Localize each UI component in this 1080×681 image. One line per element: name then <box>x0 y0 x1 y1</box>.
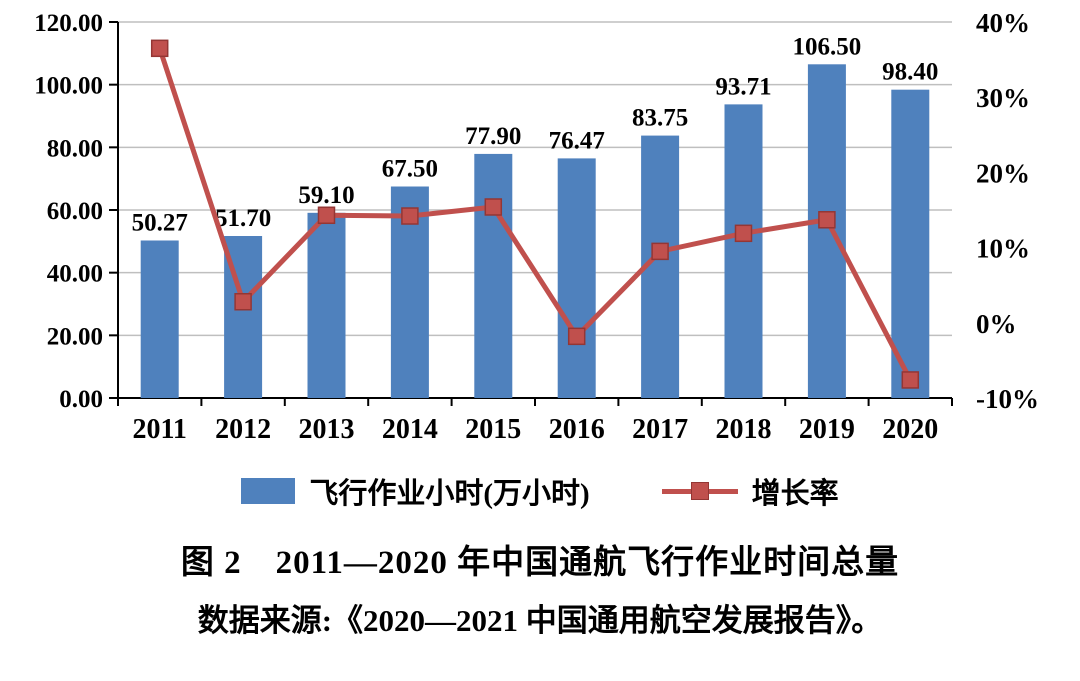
left-axis-tick-label: 40.00 <box>47 261 103 288</box>
line-marker <box>484 198 503 216</box>
x-axis-label: 2013 <box>299 414 355 445</box>
line-marker <box>901 371 920 389</box>
bar-value-label: 76.47 <box>549 127 605 154</box>
bar-value-label: 67.50 <box>382 156 438 183</box>
line-marker <box>234 292 252 311</box>
x-axis-label: 2015 <box>465 414 521 445</box>
left-axis-tick-label: 100.00 <box>34 73 103 100</box>
bar-value-label: 50.27 <box>132 209 188 236</box>
x-axis-label: 2011 <box>132 414 186 445</box>
bar-value-label: 98.40 <box>882 59 938 86</box>
bar-value-label: 93.71 <box>715 73 771 100</box>
right-axis-tick-label: -10% <box>976 384 1039 414</box>
left-axis-tick-label: 120.00 <box>34 10 103 37</box>
bar <box>807 64 846 399</box>
bar-series-swatch <box>241 478 296 504</box>
x-axis-label: 2017 <box>632 414 688 445</box>
bar <box>557 158 596 398</box>
figure-caption: 图 2 2011—2020 年中国通航飞行作业时间总量 <box>180 545 900 581</box>
bar-value-label: 51.70 <box>215 205 271 232</box>
left-axis-tick-label: 0.00 <box>59 386 103 413</box>
bar-value-label: 83.75 <box>632 105 688 132</box>
line-marker <box>567 327 586 346</box>
legend: 飞行作业小时(万小时) 增长率 <box>241 470 839 512</box>
left-axis-tick-label: 80.00 <box>47 135 103 162</box>
right-axis-tick-label: 30% <box>976 83 1030 113</box>
x-axis-label: 2020 <box>882 414 938 445</box>
legend-label-line: 增长率 <box>751 478 839 510</box>
right-axis-tick-label: 20% <box>976 158 1030 188</box>
line-marker <box>734 224 753 243</box>
line-marker <box>818 211 836 229</box>
x-axis-label: 2019 <box>799 414 855 445</box>
line-marker <box>651 242 669 261</box>
line-marker <box>150 39 169 58</box>
legend-item-line: 增长率 <box>661 470 839 512</box>
x-axis-label: 2016 <box>549 414 605 445</box>
legend-item-bar: 飞行作业小时(万小时) <box>241 470 590 512</box>
line-series-swatch <box>661 481 738 501</box>
right-axis-tick-label: 10% <box>976 234 1030 264</box>
legend-label-bar: 飞行作业小时(万小时) <box>309 478 590 510</box>
left-axis-tick-label: 20.00 <box>47 323 103 350</box>
combo-chart: 0.00 20.00 40.00 60.00 80.00 100.00 120.00 -10%… <box>34 8 1039 445</box>
bar <box>474 153 513 398</box>
bar-value-label: 106.50 <box>793 33 862 60</box>
bar <box>307 212 346 398</box>
line-marker <box>317 206 336 225</box>
left-axis-tick-label: 60.00 <box>47 198 103 225</box>
x-axis-label: 2018 <box>716 414 772 445</box>
data-source: 数据来源:《2020—2021 中国通用航空发展报告》。 <box>197 603 883 638</box>
right-axis-tick-label: 40% <box>976 8 1030 38</box>
line-swatch-marker <box>690 482 709 500</box>
bar <box>724 104 763 398</box>
line-marker <box>401 207 419 225</box>
right-axis-tick-label: 0% <box>976 309 1017 339</box>
x-axis-label: 2012 <box>215 414 271 445</box>
growth-rate-line <box>157 47 913 382</box>
bar <box>891 89 930 399</box>
bar <box>140 240 179 398</box>
x-axis-label: 2014 <box>382 414 438 445</box>
bar-value-label: 77.90 <box>465 123 521 150</box>
bar-value-label: 59.10 <box>298 182 354 209</box>
